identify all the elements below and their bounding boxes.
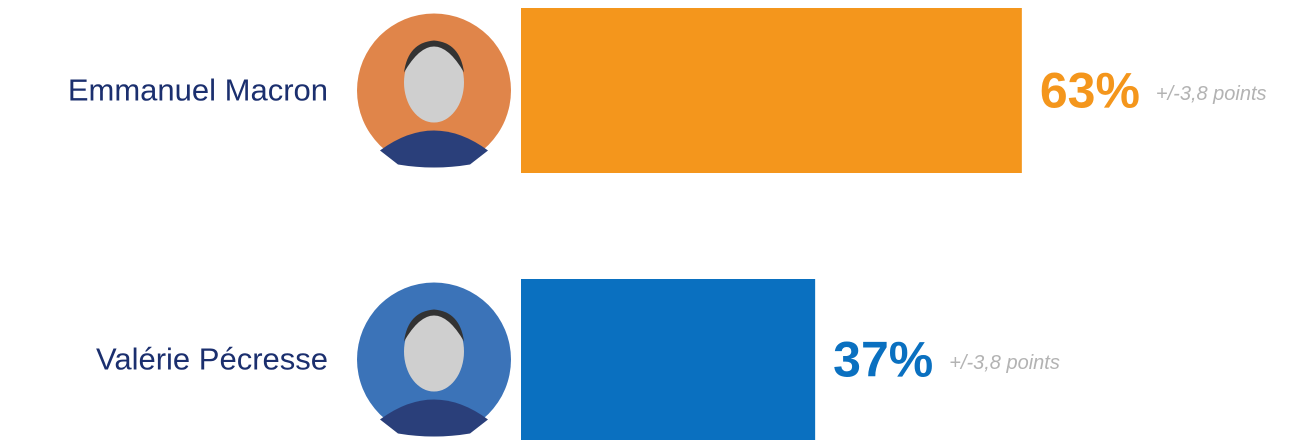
candidate-name: Emmanuel Macron (68, 73, 328, 108)
bar (521, 8, 1022, 173)
margin-note: +/-3,8 points (949, 352, 1060, 374)
margin-note: +/-3,8 points (1156, 83, 1267, 105)
bar (521, 279, 815, 440)
candidate-name: Valérie Pécresse (96, 342, 328, 377)
value-label: 37% (833, 332, 933, 388)
portrait (357, 14, 511, 168)
value-label: 63% (1040, 63, 1140, 119)
portrait (357, 283, 511, 437)
chart: Emmanuel Macron 63% +/-3,8 points Valérie P… (0, 0, 1309, 440)
